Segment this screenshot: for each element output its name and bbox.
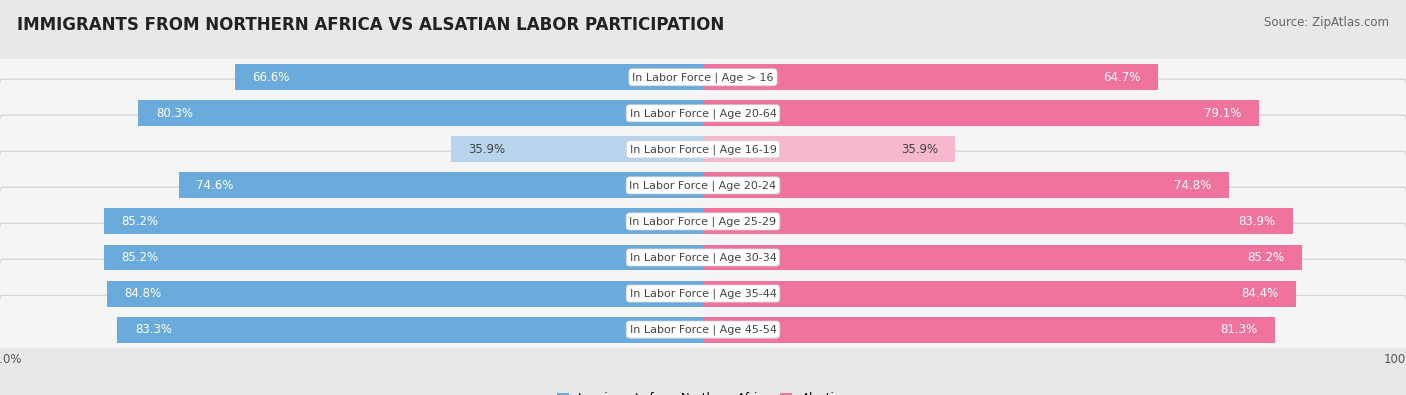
Text: 64.7%: 64.7% xyxy=(1102,71,1140,84)
Bar xyxy=(703,136,956,162)
Text: 35.9%: 35.9% xyxy=(468,143,505,156)
Bar xyxy=(138,100,703,126)
Bar xyxy=(107,280,703,307)
Bar xyxy=(703,280,1296,307)
Text: Source: ZipAtlas.com: Source: ZipAtlas.com xyxy=(1264,16,1389,29)
FancyBboxPatch shape xyxy=(0,79,1406,148)
Text: 84.8%: 84.8% xyxy=(125,287,162,300)
Bar xyxy=(703,209,1294,234)
Text: In Labor Force | Age 20-64: In Labor Force | Age 20-64 xyxy=(630,108,776,118)
Text: In Labor Force | Age 30-34: In Labor Force | Age 30-34 xyxy=(630,252,776,263)
Text: 74.6%: 74.6% xyxy=(197,179,233,192)
Bar xyxy=(703,100,1260,126)
Bar xyxy=(235,64,703,90)
Text: 35.9%: 35.9% xyxy=(901,143,938,156)
Bar xyxy=(703,64,1159,90)
Bar xyxy=(703,173,1229,198)
Bar xyxy=(104,209,703,234)
FancyBboxPatch shape xyxy=(0,223,1406,292)
Text: 80.3%: 80.3% xyxy=(156,107,193,120)
Text: 85.2%: 85.2% xyxy=(121,251,159,264)
Text: In Labor Force | Age 25-29: In Labor Force | Age 25-29 xyxy=(630,216,776,227)
Text: 83.3%: 83.3% xyxy=(135,323,172,336)
FancyBboxPatch shape xyxy=(0,151,1406,220)
Bar xyxy=(703,245,1302,271)
Text: 81.3%: 81.3% xyxy=(1220,323,1257,336)
Bar xyxy=(117,317,703,342)
Text: In Labor Force | Age > 16: In Labor Force | Age > 16 xyxy=(633,72,773,83)
Bar xyxy=(450,136,703,162)
Bar xyxy=(104,245,703,271)
Text: 85.2%: 85.2% xyxy=(121,215,159,228)
Text: In Labor Force | Age 45-54: In Labor Force | Age 45-54 xyxy=(630,324,776,335)
Text: 83.9%: 83.9% xyxy=(1239,215,1275,228)
Text: 74.8%: 74.8% xyxy=(1174,179,1212,192)
Text: 85.2%: 85.2% xyxy=(1247,251,1285,264)
Text: In Labor Force | Age 20-24: In Labor Force | Age 20-24 xyxy=(630,180,776,191)
Text: 84.4%: 84.4% xyxy=(1241,287,1279,300)
FancyBboxPatch shape xyxy=(0,259,1406,328)
Text: In Labor Force | Age 16-19: In Labor Force | Age 16-19 xyxy=(630,144,776,154)
FancyBboxPatch shape xyxy=(0,295,1406,364)
Text: 79.1%: 79.1% xyxy=(1204,107,1241,120)
FancyBboxPatch shape xyxy=(0,115,1406,184)
Bar xyxy=(179,173,703,198)
Text: IMMIGRANTS FROM NORTHERN AFRICA VS ALSATIAN LABOR PARTICIPATION: IMMIGRANTS FROM NORTHERN AFRICA VS ALSAT… xyxy=(17,16,724,34)
Text: In Labor Force | Age 35-44: In Labor Force | Age 35-44 xyxy=(630,288,776,299)
Bar xyxy=(703,317,1275,342)
Text: 66.6%: 66.6% xyxy=(253,71,290,84)
FancyBboxPatch shape xyxy=(0,43,1406,111)
Legend: Immigrants from Northern Africa, Alsatian: Immigrants from Northern Africa, Alsatia… xyxy=(557,392,849,395)
FancyBboxPatch shape xyxy=(0,187,1406,256)
